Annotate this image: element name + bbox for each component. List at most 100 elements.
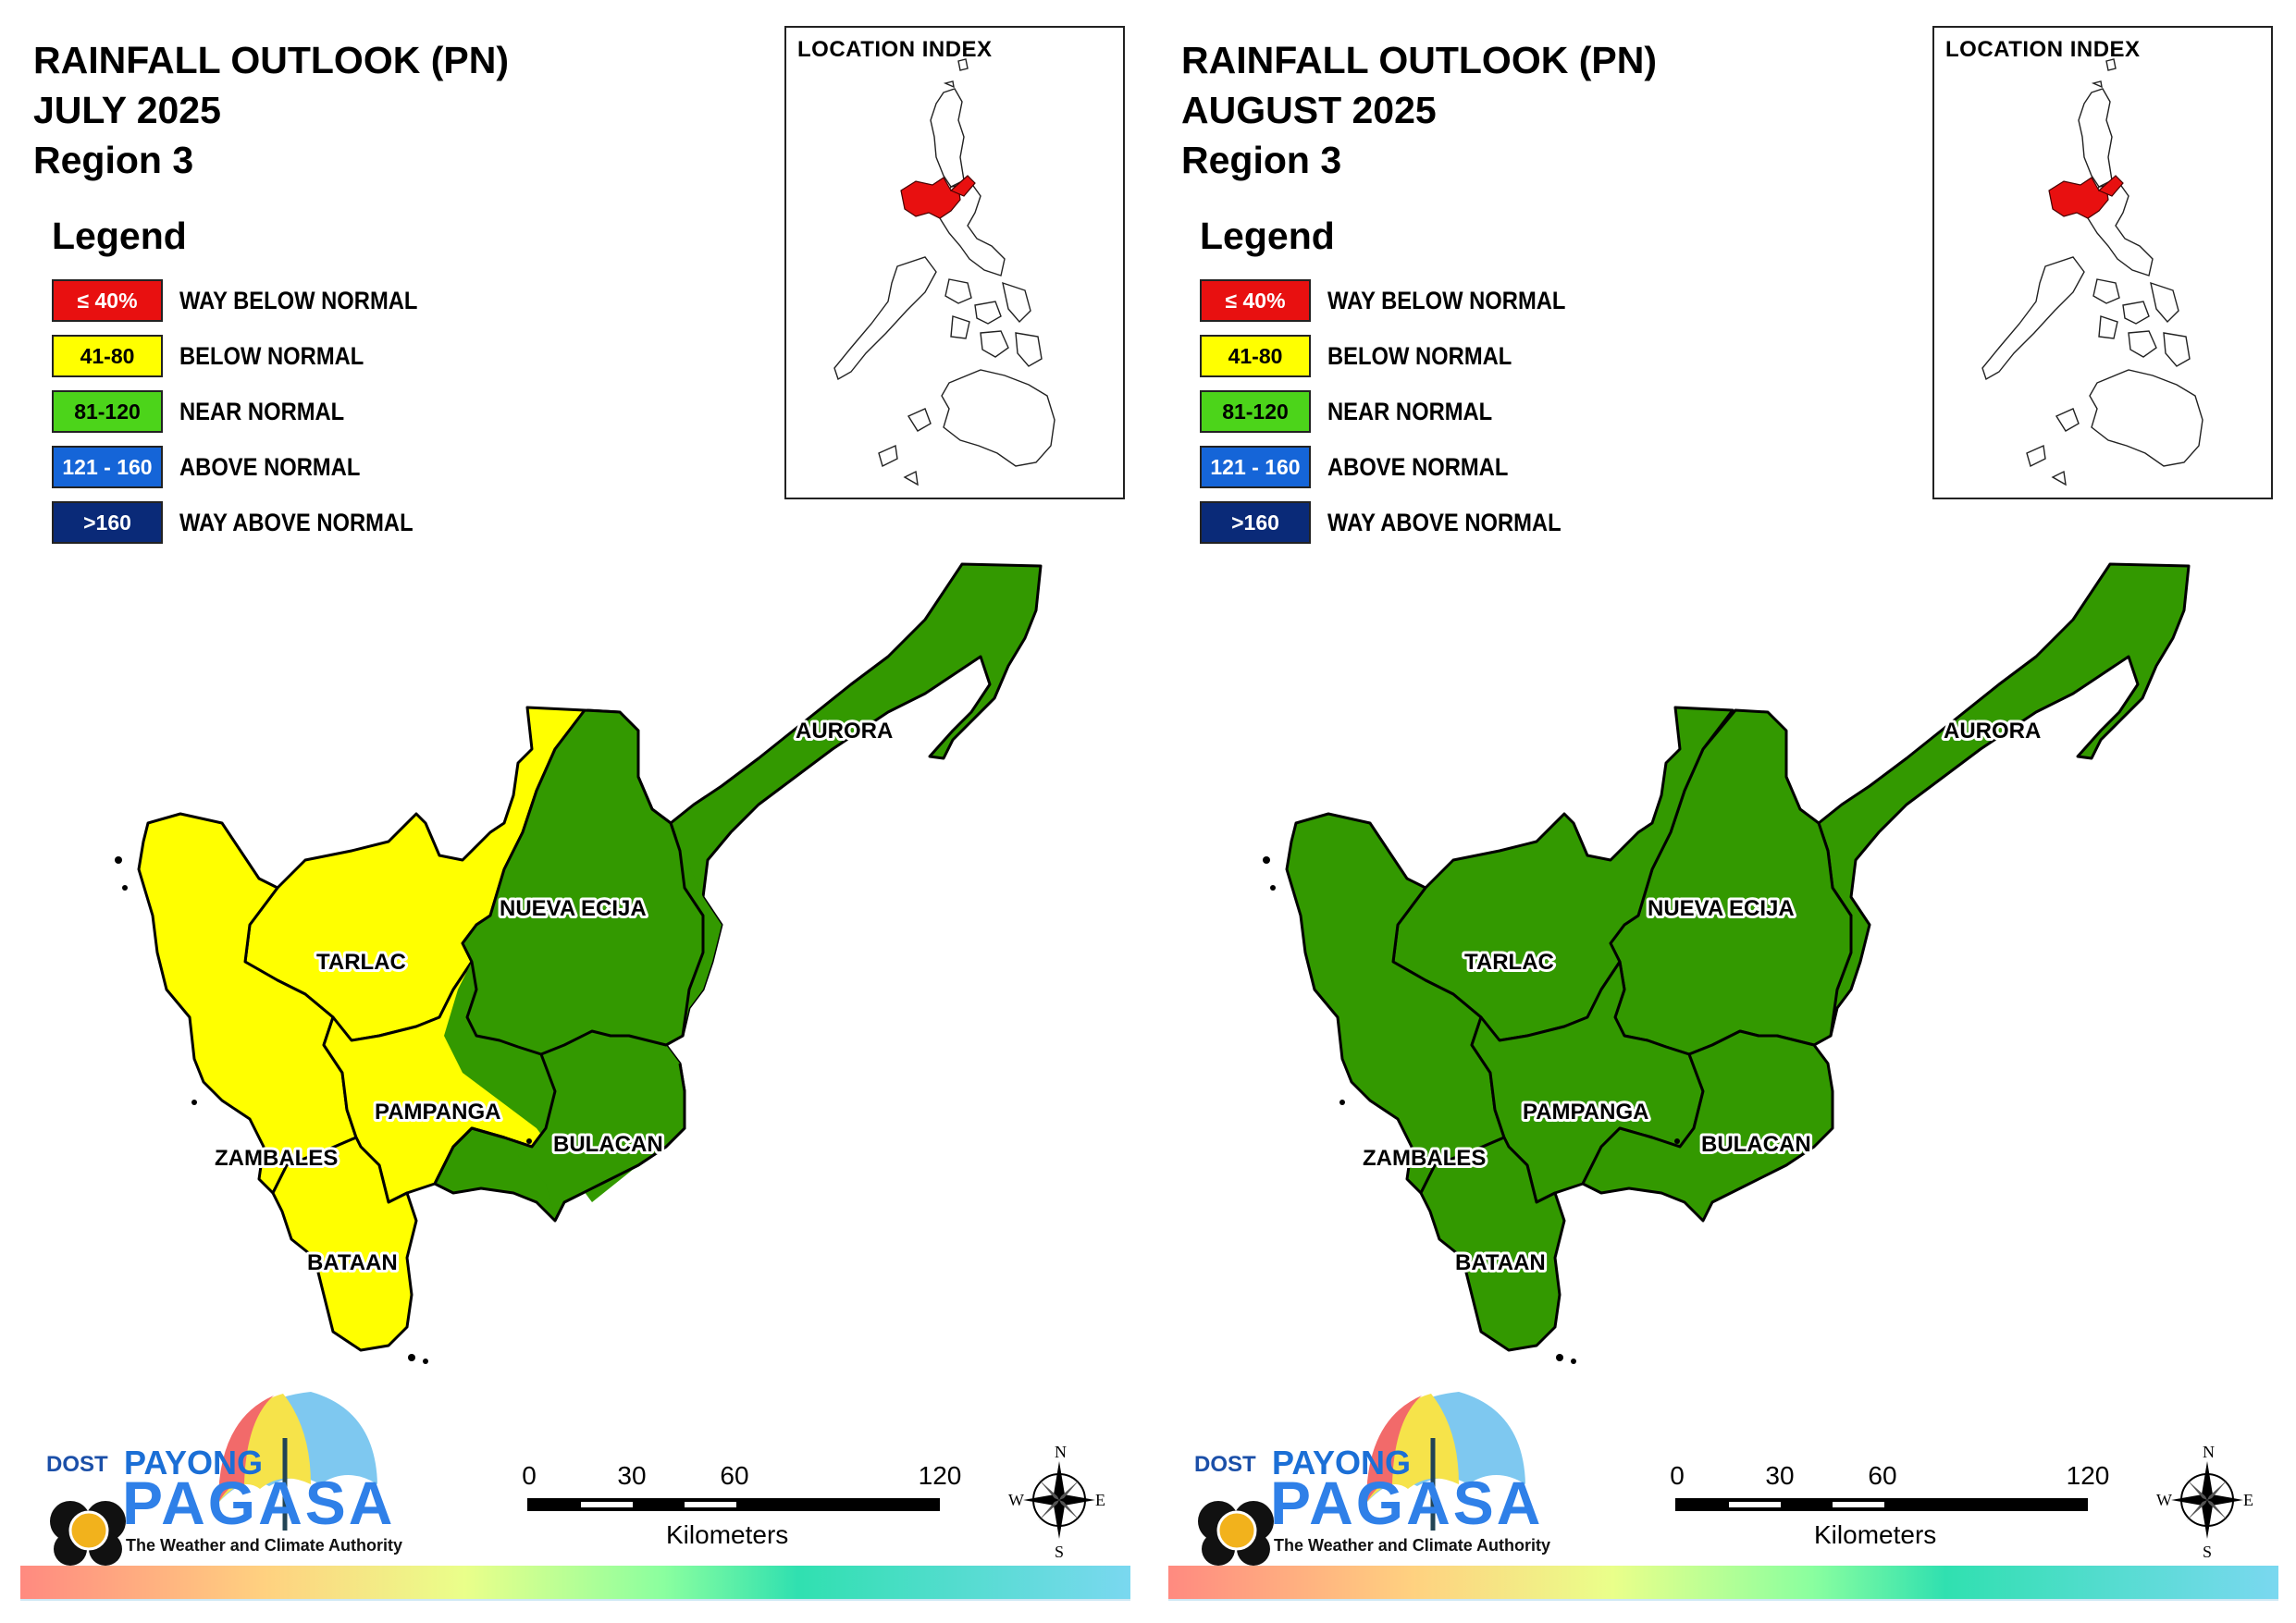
legend-swatch: >160 [1200, 501, 1311, 544]
scale-unit: Kilometers [1814, 1520, 1937, 1549]
scale-tick: 120 [918, 1461, 962, 1490]
umbrella-icon [50, 1392, 377, 1566]
compass-w: W [1008, 1491, 1024, 1509]
legend-swatch: >160 [52, 501, 163, 544]
legend-label: BELOW NORMAL [179, 342, 364, 370]
location-index: LOCATION INDEX [784, 26, 1125, 499]
label-zambales: ZAMBALES [215, 1146, 338, 1171]
compass-n: N [2203, 1443, 2215, 1461]
pagasa-logo: DOST PAYONG PAGASA The Weather and Clima… [33, 1383, 403, 1568]
label-bulacan: BULACAN [553, 1132, 663, 1157]
panel-july: RAINFALL OUTLOOK (PN) JULY 2025 Region 3… [20, 26, 1130, 1601]
tagline: The Weather and Climate Authority [126, 1536, 403, 1555]
map-title: RAINFALL OUTLOOK (PN) AUGUST 2025 Region… [1181, 35, 1657, 185]
scale-tick: 0 [522, 1461, 537, 1490]
location-index: LOCATION INDEX [1932, 26, 2273, 499]
legend-swatch: 121 - 160 [52, 446, 163, 488]
scale-tick: 30 [1765, 1461, 1795, 1490]
footer-line [20, 1599, 1130, 1601]
legend-title: Legend [52, 215, 187, 257]
label-aurora: AURORA [1944, 719, 2041, 744]
legend-swatch: 81-120 [52, 390, 163, 433]
legend-swatch: 41-80 [1200, 335, 1311, 377]
scale-tick: 30 [617, 1461, 647, 1490]
inset-title: LOCATION INDEX [797, 37, 993, 62]
dost-label: DOST [1194, 1452, 1256, 1477]
umbrella-icon [1198, 1392, 1525, 1566]
scale-tick: 60 [720, 1461, 749, 1490]
footer-line [1168, 1599, 2278, 1601]
pagasa-label: PAGASA [122, 1469, 396, 1537]
legend-title: Legend [1200, 215, 1335, 257]
legend-label: WAY ABOVE NORMAL [179, 509, 414, 536]
region3-map-august: AURORA NUEVA ECIJA TARLAC PAMPANGA BULAC… [1263, 562, 2191, 1364]
footer-gradient-bar [1168, 1566, 2278, 1599]
label-nueva-ecija: NUEVA ECIJA [1648, 896, 1795, 921]
legend-label: WAY ABOVE NORMAL [1327, 509, 1562, 536]
title-line-3: Region 3 [33, 139, 194, 181]
pagasa-label: PAGASA [1270, 1469, 1544, 1537]
label-nueva-ecija: NUEVA ECIJA [500, 896, 647, 921]
footer-gradient-bar [20, 1566, 1130, 1599]
legend-swatch: 41-80 [52, 335, 163, 377]
title-line-3: Region 3 [1181, 139, 1342, 181]
title-line-2: AUGUST 2025 [1181, 89, 1437, 131]
province-bataan [271, 1136, 418, 1352]
compass-w: W [2156, 1491, 2172, 1509]
compass-rose-icon: N S W E [2156, 1439, 2258, 1561]
panel-august: RAINFALL OUTLOOK (PN) AUGUST 2025 Region… [1148, 0, 2296, 1623]
compass-rose-icon: N S W E [1008, 1439, 1110, 1561]
tagline: The Weather and Climate Authority [1274, 1536, 1551, 1555]
label-pampanga: PAMPANGA [375, 1100, 500, 1125]
dost-label: DOST [46, 1452, 108, 1477]
map-title: RAINFALL OUTLOOK (PN) JULY 2025 Region 3 [33, 35, 509, 185]
legend-label: WAY BELOW NORMAL [179, 287, 418, 314]
label-bataan: BATAAN [307, 1250, 398, 1275]
legend-swatch: ≤ 40% [52, 279, 163, 322]
pagasa-logo: DOST PAYONG PAGASA The Weather and Clima… [1181, 1383, 1551, 1568]
scale-bar: 0 30 60 120 Kilometers [1670, 1461, 2110, 1563]
scale-tick: 60 [1868, 1461, 1897, 1490]
legend-label: WAY BELOW NORMAL [1327, 287, 1566, 314]
title-line-1: RAINFALL OUTLOOK (PN) [1181, 39, 1657, 81]
scale-unit: Kilometers [666, 1520, 789, 1549]
compass-e: E [1095, 1491, 1105, 1509]
province-aurora [664, 562, 1043, 1047]
payong-label: PAYONG [1272, 1444, 1412, 1482]
label-aurora: AURORA [796, 719, 893, 744]
payong-label: PAYONG [124, 1444, 264, 1482]
legend-label: NEAR NORMAL [1327, 398, 1493, 425]
compass-n: N [1055, 1443, 1067, 1461]
island-details [115, 856, 532, 1364]
province-bulacan [1581, 1029, 1834, 1223]
compass-e: E [2243, 1491, 2253, 1509]
label-tarlac: TARLAC [1464, 950, 1554, 975]
title-line-2: JULY 2025 [33, 89, 221, 131]
scale-tick: 0 [1670, 1461, 1685, 1490]
compass-s: S [2203, 1543, 2212, 1559]
region3-map-july: AURORA NUEVA ECIJA TARLAC PAMPANGA BULAC… [115, 562, 1043, 1364]
label-bulacan: BULACAN [1701, 1132, 1811, 1157]
scale-bar-graphic [1675, 1498, 2088, 1511]
title-line-1: RAINFALL OUTLOOK (PN) [33, 39, 509, 81]
label-bataan: BATAAN [1455, 1250, 1546, 1275]
label-zambales: ZAMBALES [1363, 1146, 1486, 1171]
island-details [1263, 856, 1680, 1364]
legend-swatch: 81-120 [1200, 390, 1311, 433]
philippines-map-icon [833, 58, 1055, 486]
legend-label: NEAR NORMAL [179, 398, 345, 425]
scale-bar: 0 30 60 120 Kilometers [522, 1461, 962, 1563]
legend-label: ABOVE NORMAL [1327, 453, 1509, 481]
label-tarlac: TARLAC [316, 950, 406, 975]
legend-swatch: ≤ 40% [1200, 279, 1311, 322]
inset-title: LOCATION INDEX [1945, 37, 2141, 62]
compass-s: S [1055, 1543, 1064, 1559]
legend-swatch: 121 - 160 [1200, 446, 1311, 488]
province-bataan [1419, 1136, 1566, 1352]
near-normal-overlay [444, 710, 722, 1216]
scale-tick: 120 [2066, 1461, 2110, 1490]
scale-bar-graphic [527, 1498, 940, 1511]
philippines-map-icon [1981, 58, 2203, 486]
label-pampanga: PAMPANGA [1523, 1100, 1648, 1125]
legend-label: ABOVE NORMAL [179, 453, 361, 481]
